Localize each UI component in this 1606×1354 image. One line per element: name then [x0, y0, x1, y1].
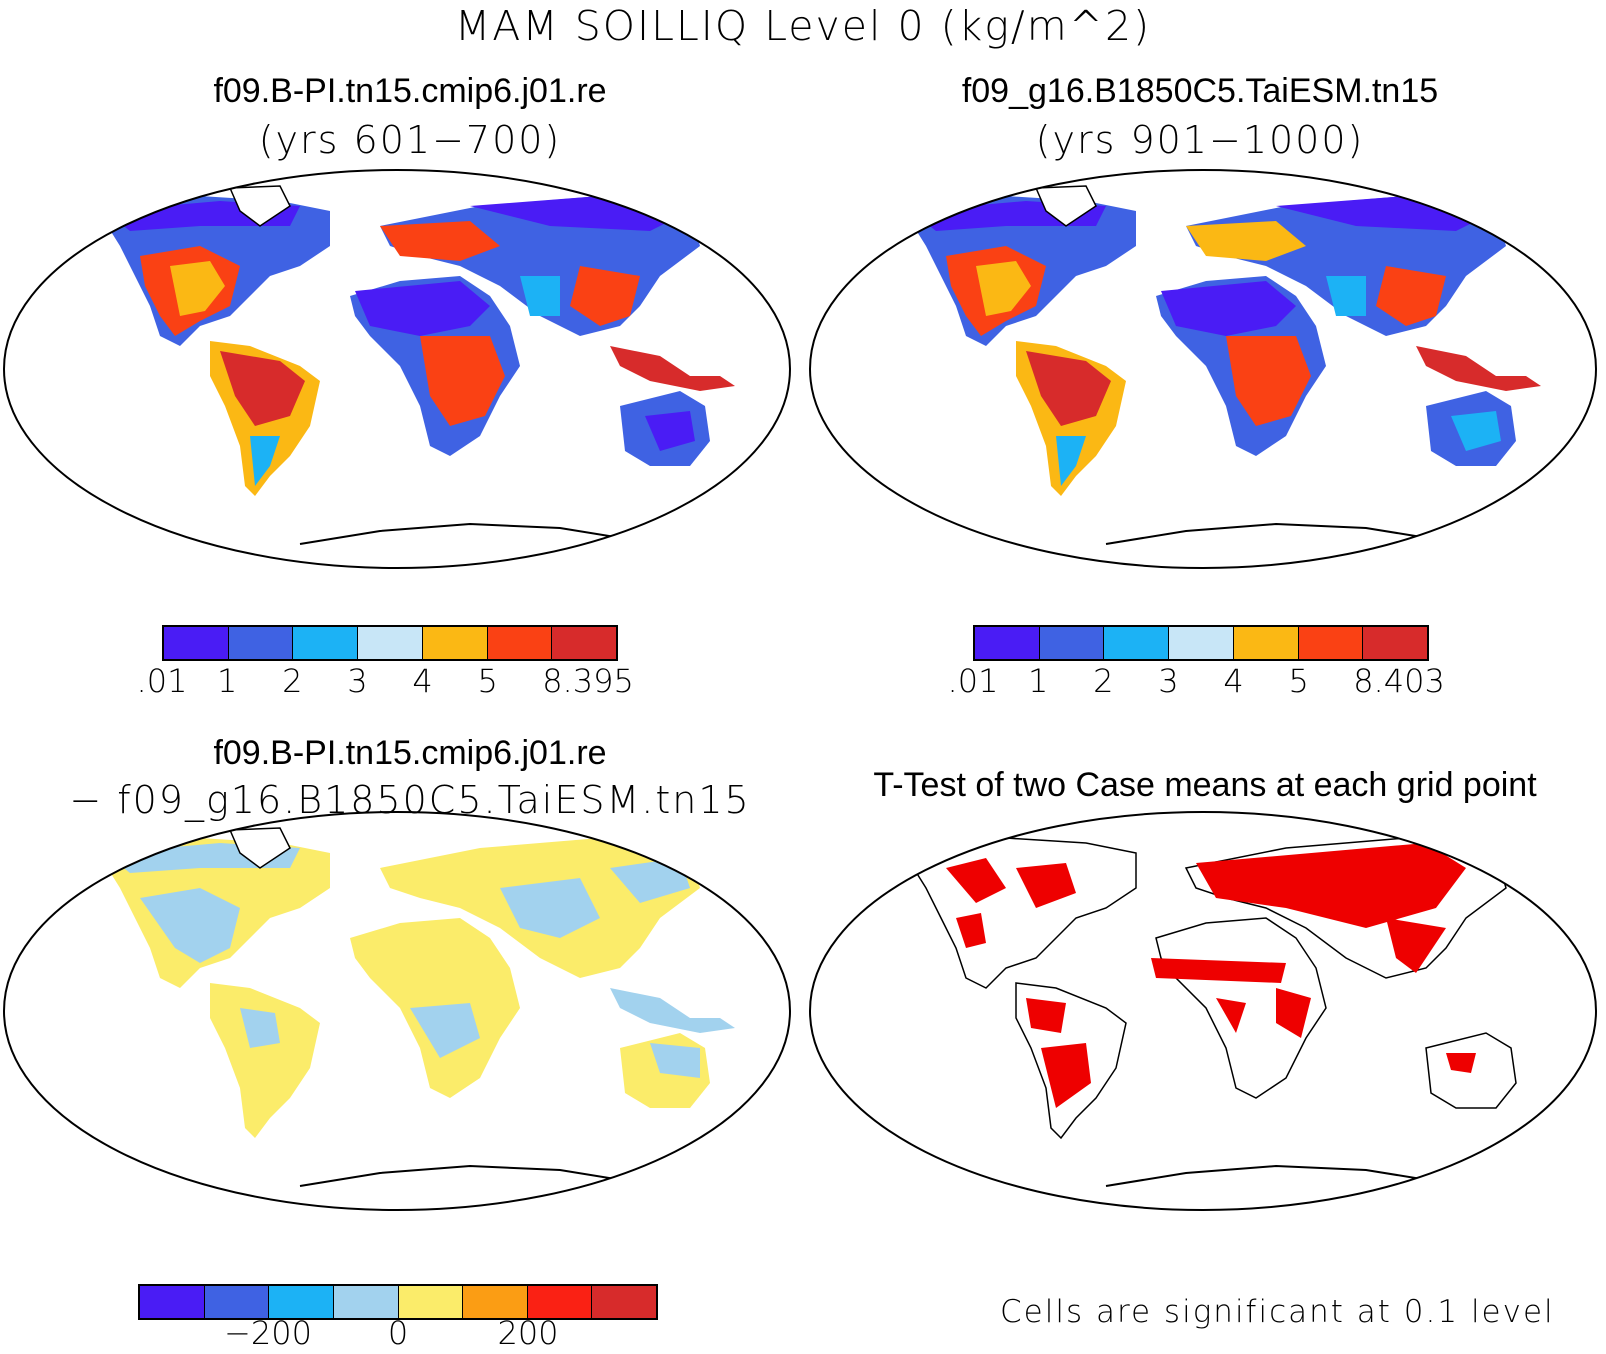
colorbar-segment — [1363, 627, 1428, 659]
land-fill-bottom-left — [95, 827, 735, 1201]
panel-title-top-right: f09_g16.B1850C5.TaiESM.tn15 — [961, 72, 1439, 110]
map-bottom-left — [3, 811, 791, 1211]
colorbar-segment — [975, 627, 1040, 659]
colorbar-tick-label: 2 — [1093, 662, 1114, 700]
colorbar-tick-label: −200 — [224, 1314, 312, 1352]
panel-title-top-left: f09.B-PI.tn15.cmip6.j01.re — [213, 72, 607, 110]
land-fill-top-right — [901, 185, 1541, 559]
map-border-bottom-right — [809, 811, 1597, 1211]
colorbar-tick-label: 0 — [387, 1314, 409, 1352]
colorbar-bottom-left — [138, 1284, 658, 1320]
map-border-bottom-left — [3, 811, 791, 1211]
map-top-right — [809, 169, 1597, 569]
colorbar-segment — [1233, 627, 1299, 659]
panel-subtitle-bottom-left: − f09_g16.B1850C5.TaiESM.tn15 — [69, 778, 751, 822]
colorbar-labels-top-left: .01 1 2 3 4 5 8.395 — [137, 662, 634, 702]
colorbar-tick-label: 5 — [477, 662, 498, 700]
significance-note: Cells are significant at 0.1 level — [1000, 1294, 1555, 1330]
colorbar-segment — [1104, 627, 1170, 659]
colorbar-tick-label: 200 — [497, 1314, 559, 1352]
colorbar-segment — [463, 1286, 528, 1318]
colorbar-segment — [333, 1286, 399, 1318]
colorbar-tick-label: .01 — [136, 662, 188, 700]
colorbar-labels-top-right: .01 1 2 3 4 5 8.403 — [948, 662, 1445, 702]
panel-subtitle-top-right: (yrs 901−1000) — [1035, 118, 1365, 162]
colorbar-tick-label: 2 — [282, 662, 303, 700]
colorbar-tick-label: 8.395 — [542, 662, 634, 700]
colorbar-segment — [552, 627, 617, 659]
colorbar-segment — [1039, 627, 1105, 659]
colorbar-top-left — [162, 625, 618, 661]
colorbar-tick-label: 3 — [347, 662, 368, 700]
map-top-left — [3, 169, 791, 569]
land-fill-top-left — [95, 185, 735, 559]
map-border-top-right — [809, 169, 1597, 569]
panel-title-bottom-right: T-Test of two Case means at each grid po… — [873, 766, 1537, 804]
colorbar-tick-label: 8.403 — [1353, 662, 1445, 700]
colorbar-segment — [228, 627, 294, 659]
colorbar-segment — [140, 1286, 205, 1318]
colorbar-segment — [164, 627, 229, 659]
significance-fill-bottom-right — [899, 837, 1517, 1201]
colorbar-tick-label: 3 — [1158, 662, 1179, 700]
main-title: MAM SOILLIQ Level 0 (kg/m^2) — [454, 2, 1152, 50]
panel-title-bottom-left: f09.B-PI.tn15.cmip6.j01.re — [213, 734, 607, 772]
colorbar-top-right — [973, 625, 1429, 661]
colorbar-segment — [1298, 627, 1364, 659]
colorbar-tick-label: 1 — [216, 662, 238, 700]
colorbar-segment — [592, 1286, 656, 1318]
map-bottom-right — [809, 811, 1597, 1211]
colorbar-segment — [358, 627, 423, 659]
map-border-top-left — [3, 169, 791, 569]
colorbar-segment — [398, 1286, 464, 1318]
colorbar-segment — [527, 1286, 593, 1318]
colorbar-segment — [422, 627, 488, 659]
colorbar-segment — [1169, 627, 1234, 659]
colorbar-tick-label: 4 — [1223, 662, 1244, 700]
colorbar-tick-label: 4 — [412, 662, 433, 700]
colorbar-segment — [204, 1286, 270, 1318]
colorbar-segment — [293, 627, 359, 659]
colorbar-tick-label: .01 — [947, 662, 999, 700]
colorbar-labels-bottom-left: −200 0 200 — [138, 1314, 658, 1354]
colorbar-tick-label: 5 — [1288, 662, 1309, 700]
panel-subtitle-top-left: (yrs 601−700) — [258, 118, 562, 162]
colorbar-segment — [487, 627, 553, 659]
colorbar-tick-label: 1 — [1027, 662, 1049, 700]
colorbar-segment — [269, 1286, 334, 1318]
